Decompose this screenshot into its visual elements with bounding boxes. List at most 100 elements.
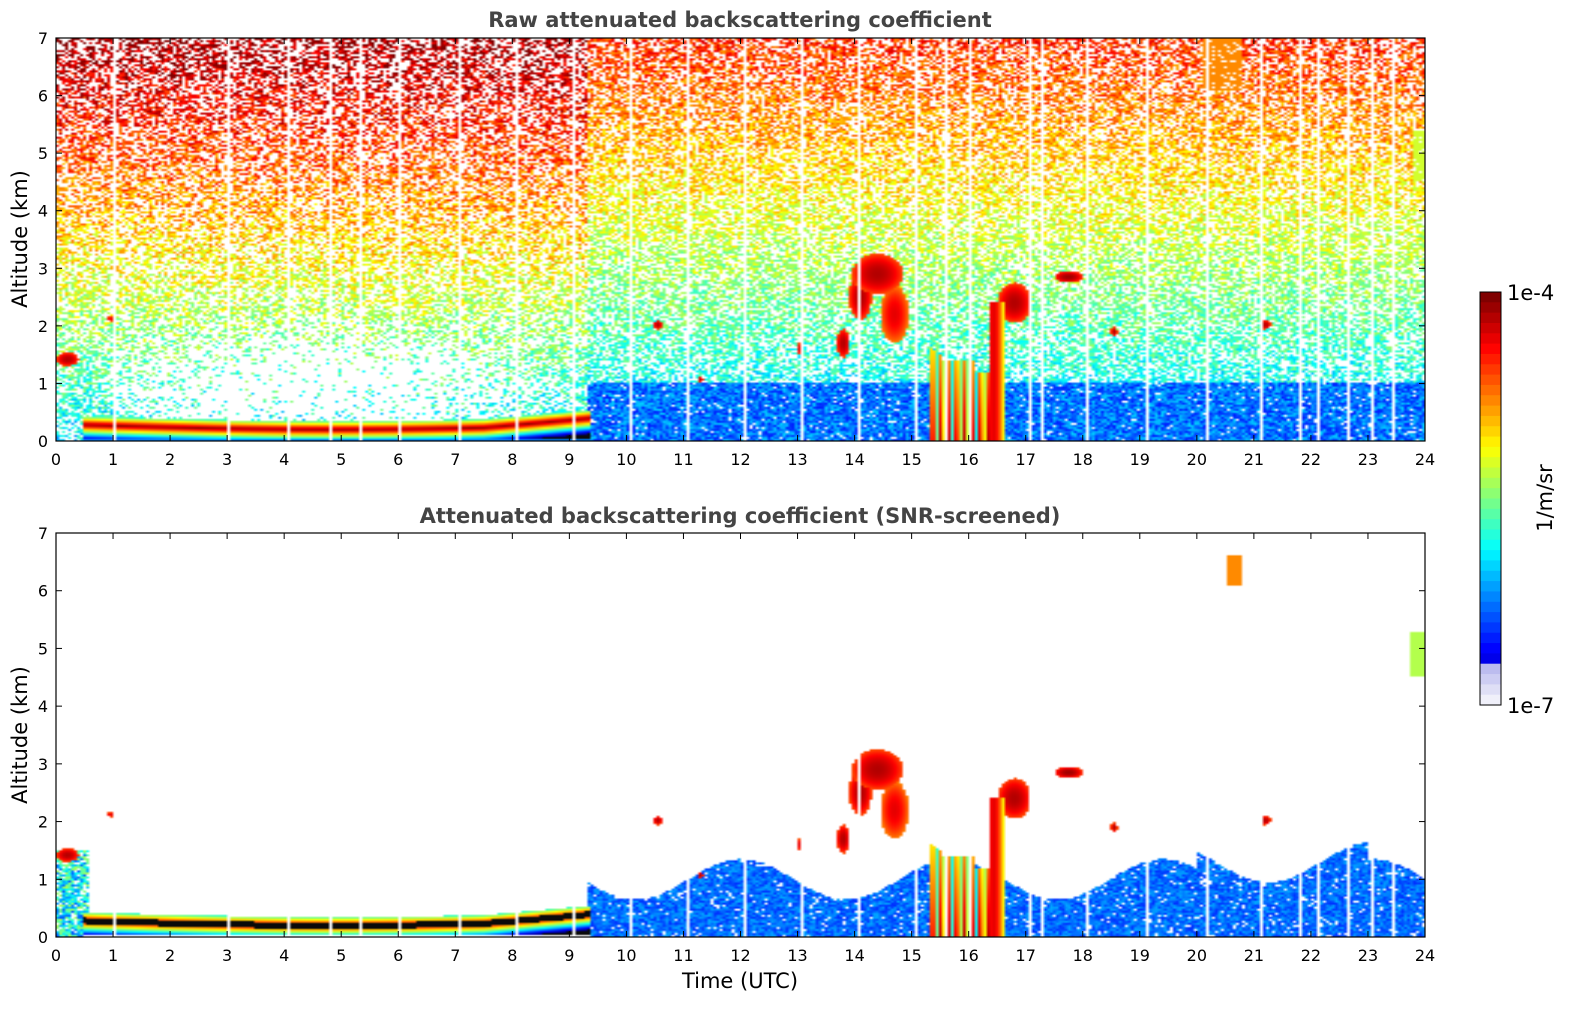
- colorbar-step: [1480, 405, 1501, 417]
- x-tick-label: 5: [336, 946, 346, 965]
- x-tick-label: 20: [1187, 946, 1207, 965]
- x-tick-label: 13: [787, 946, 807, 965]
- panel1-ylabel: Altitude (km): [8, 170, 32, 308]
- x-tick-label: 16: [958, 450, 978, 469]
- x-tick-label: 17: [1016, 450, 1036, 469]
- colorbar-step: [1480, 612, 1501, 623]
- y-tick-label: 0: [38, 928, 48, 947]
- colorbar-step: [1480, 591, 1501, 603]
- x-tick-label: 6: [393, 450, 403, 469]
- colorbar-step: [1480, 508, 1501, 520]
- x-tick-label: 18: [1073, 450, 1093, 469]
- colorbar-step: [1480, 322, 1501, 334]
- x-tick-label: 20: [1187, 450, 1207, 469]
- x-tick-label: 3: [222, 946, 232, 965]
- x-tick-label: 12: [730, 450, 750, 469]
- panel2-ticks: 0 1 2 3 4 5 6 7 8 9 10 11 12 13 14 15 16 17 18 19 20 21 22 23 24…: [38, 524, 1435, 965]
- colorbar-step: [1480, 302, 1501, 314]
- colorbar-min-label: 1e-7: [1507, 694, 1554, 718]
- colorbar-step: [1480, 694, 1501, 706]
- x-tick-label: 4: [279, 450, 289, 469]
- y-tick-label: 2: [38, 813, 48, 832]
- x-tick-label: 12: [730, 946, 750, 965]
- y-tick-label: 0: [38, 432, 48, 451]
- colorbar-step: [1480, 426, 1501, 438]
- colorbar-step: [1480, 292, 1501, 303]
- x-tick-label: 9: [564, 946, 574, 965]
- x-tick-label: 15: [901, 946, 921, 965]
- y-tick-label: 7: [38, 524, 48, 543]
- x-tick-label: 15: [901, 450, 921, 469]
- colorbar-step: [1480, 560, 1501, 572]
- x-tick-label: 0: [51, 450, 61, 469]
- colorbar-frame: [1479, 291, 1502, 706]
- panel2-ylabel: Altitude (km): [8, 666, 32, 804]
- x-tick-label: 1: [108, 450, 118, 469]
- panel1-title: Raw attenuated backscattering coefficien…: [488, 8, 992, 32]
- x-tick-label: 17: [1016, 946, 1036, 965]
- colorbar-step: [1480, 529, 1501, 541]
- x-tick-label: 11: [673, 946, 693, 965]
- x-tick-label: 2: [165, 450, 175, 469]
- y-tick-label: 1: [38, 870, 48, 889]
- x-tick-label: 23: [1358, 946, 1378, 965]
- colorbar-max-label: 1e-4: [1507, 281, 1554, 305]
- colorbar-step: [1480, 684, 1501, 696]
- snr-screened-panel: Attenuated backscattering coefficient (S…: [8, 504, 1435, 993]
- y-tick-label: 6: [38, 87, 48, 106]
- x-tick-label: 8: [507, 946, 517, 965]
- x-tick-label: 7: [450, 946, 460, 965]
- y-tick-label: 3: [38, 755, 48, 774]
- colorbar-step: [1480, 415, 1501, 427]
- colorbar-step: [1480, 601, 1501, 613]
- colorbar-step: [1480, 550, 1501, 562]
- colorbar-step: [1480, 539, 1501, 551]
- y-tick-label: 1: [38, 374, 48, 393]
- colorbar-step: [1480, 477, 1501, 489]
- y-tick-label: 2: [38, 317, 48, 336]
- x-tick-label: 21: [1244, 450, 1264, 469]
- y-tick-label: 4: [38, 697, 48, 716]
- raw-backscatter-panel: Raw attenuated backscattering coefficien…: [8, 8, 1435, 469]
- colorbar-step: [1480, 622, 1501, 634]
- colorbar-step: [1480, 353, 1501, 365]
- x-tick-label: 10: [616, 450, 636, 469]
- x-tick-label: 23: [1358, 450, 1378, 469]
- colorbar-step: [1480, 498, 1501, 510]
- colorbar-step: [1480, 570, 1501, 582]
- colorbar-step: [1480, 333, 1501, 345]
- x-tick-label: 2: [165, 946, 175, 965]
- colorbar-step: [1480, 519, 1501, 531]
- panel1-ticks: 0 1 2 3 4 5 6 7 8 9 10 11 12 13 14 15 16 17 18 19 20 21 22 23 24…: [38, 29, 1435, 469]
- colorbar-step: [1480, 663, 1501, 675]
- x-tick-label: 24: [1415, 946, 1435, 965]
- colorbar-step: [1480, 395, 1501, 407]
- colorbar-step: [1480, 674, 1501, 685]
- x-tick-label: 13: [787, 450, 807, 469]
- colorbar-step: [1480, 653, 1501, 665]
- colorbar-unit-label: 1/m/sr: [1533, 464, 1557, 532]
- x-tick-label: 0: [51, 946, 61, 965]
- y-tick-label: 4: [38, 202, 48, 221]
- y-tick-label: 5: [38, 144, 48, 163]
- colorbar-step: [1480, 343, 1501, 355]
- colorbar-gradient: [1480, 292, 1501, 706]
- panel1-heatmap: [56, 38, 1425, 441]
- colorbar-step: [1480, 364, 1501, 376]
- x-tick-label: 4: [279, 946, 289, 965]
- x-tick-label: 18: [1073, 946, 1093, 965]
- x-tick-label: 16: [958, 946, 978, 965]
- x-tick-label: 21: [1244, 946, 1264, 965]
- colorbar-step: [1480, 467, 1501, 479]
- colorbar-step: [1480, 374, 1501, 386]
- x-tick-label: 10: [616, 946, 636, 965]
- x-tick-label: 5: [336, 450, 346, 469]
- colorbar-step: [1480, 436, 1501, 448]
- x-tick-label: 1: [108, 946, 118, 965]
- x-tick-label: 7: [450, 450, 460, 469]
- y-tick-label: 6: [38, 582, 48, 601]
- x-tick-label: 6: [393, 946, 403, 965]
- colorbar: 1e-4 1e-7 1/m/sr: [1479, 281, 1557, 718]
- x-tick-label: 19: [1130, 450, 1150, 469]
